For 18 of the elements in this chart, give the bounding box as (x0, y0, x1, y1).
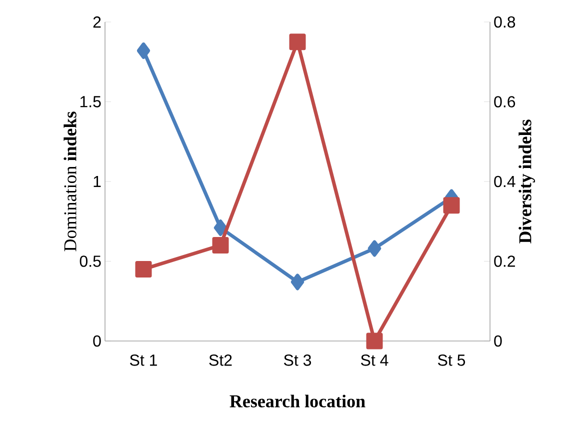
x-tick-label: St2 (209, 354, 232, 366)
x-tick-label: St 5 (438, 354, 466, 366)
y2-tick-label: 0.2 (494, 256, 515, 267)
y-tick-label: 0.5 (80, 256, 101, 267)
x-axis-title: Research location (230, 394, 366, 408)
y2-axis-title: Diversity indeks (518, 120, 536, 244)
y-tick-label: 1.5 (80, 96, 101, 108)
x-tick-label: St 3 (284, 354, 312, 366)
y-tick-label: 2 (93, 16, 101, 28)
y2-tick-label: 0.4 (494, 176, 516, 188)
y-tick-label: 0 (93, 335, 101, 347)
y-axis-title: Domination indeks (64, 112, 76, 252)
y2-tick-label: 0.8 (494, 16, 516, 28)
x-tick-label: St 4 (360, 354, 388, 366)
y-tick-label: 1 (94, 176, 101, 187)
x-tick-label: St 1 (130, 354, 157, 366)
y2-tick-label: 0 (494, 335, 502, 347)
y2-tick-label: 0.6 (494, 96, 516, 108)
